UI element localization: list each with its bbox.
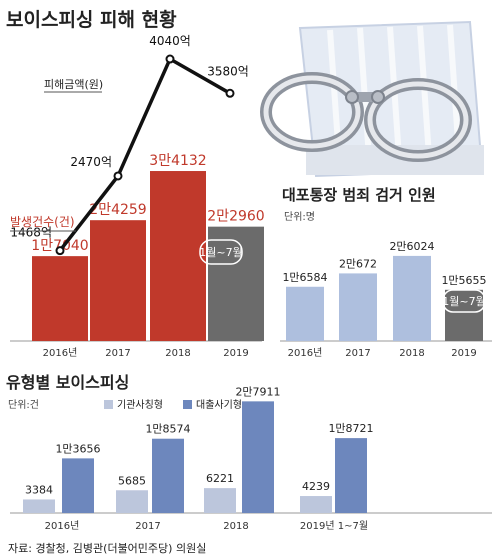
- chart2-note-text: 1월~7월: [442, 295, 485, 308]
- chart1-line-label: 2470억: [70, 155, 112, 169]
- chart2-bar: [339, 273, 377, 341]
- chart2-x-tick: 2016년: [288, 347, 323, 359]
- chart1-line-series: [58, 57, 231, 252]
- chart3-bar: [116, 490, 148, 513]
- chart3-x-tick: 2019년 1~7월: [300, 520, 368, 532]
- chart1-x-tick: 2016년: [43, 347, 78, 359]
- chart3-bar-value: 6221: [206, 472, 234, 485]
- chart2-x-tick: 2017: [345, 348, 370, 359]
- chart1-bar: [32, 256, 88, 341]
- chart3-bar: [242, 401, 274, 513]
- chart2-bar-value: 2만6024: [389, 240, 434, 253]
- chart2-bar: [286, 286, 324, 341]
- chart1-bar: [208, 226, 264, 341]
- legend-swatch-loan: [183, 400, 192, 409]
- chart1-bar-value: 3만4132: [149, 153, 206, 169]
- chart1-x-tick: 2019: [223, 348, 248, 359]
- chart1-note-text: 1월~7월: [199, 246, 242, 259]
- chart3-x-tick: 2017: [135, 521, 160, 532]
- chart3-x-tick: 2018: [223, 521, 248, 532]
- chart1-note-badge: 1월~7월: [199, 239, 243, 265]
- chart3-bar-value: 3384: [25, 483, 53, 496]
- chart3-bar-value: 1만8721: [328, 422, 373, 435]
- chart1-bar: [150, 171, 206, 341]
- chart1-line-point: [113, 171, 123, 181]
- chart2-x-tick: 2019: [451, 348, 476, 359]
- chart2-x-tick: 2018: [399, 348, 424, 359]
- chart1-bar-value: 2만2960: [207, 209, 264, 225]
- chart1-line-point: [55, 246, 65, 256]
- chart1-line-legend: 피해금액(원): [44, 77, 103, 91]
- chart1-line-point: [225, 88, 235, 98]
- legend-label-loan: 대출사기형: [196, 399, 242, 411]
- chart1-x-tick: 2018: [165, 348, 190, 359]
- chart1-title: 보이스피싱 피해 현황: [6, 8, 177, 31]
- chart3-bar: [204, 488, 236, 513]
- chart3-x-tick: 2016년: [45, 520, 80, 532]
- chart3-bar: [300, 496, 332, 513]
- chart2-note-badge: 1월~7월: [442, 289, 486, 313]
- handcuffs-icon: [260, 20, 484, 178]
- chart3-bar-value: 2만7911: [235, 385, 280, 398]
- chart3-bar-value: 1만8574: [145, 423, 190, 436]
- chart2-unit: 단위:명: [284, 210, 315, 223]
- chart2-title: 대포통장 범죄 검거 인원: [282, 186, 436, 204]
- chart3-title: 유형별 보이스피싱: [6, 373, 129, 392]
- chart1-bar-value: 2만4259: [89, 202, 146, 218]
- chart3-bar-value: 1만3656: [55, 442, 100, 455]
- chart1-line-label: 1468억: [10, 226, 52, 240]
- chart2-bar: [393, 255, 431, 341]
- chart2-bar: [445, 289, 483, 341]
- legend-swatch-agency: [104, 400, 113, 409]
- chart1-x-tick: 2017: [105, 348, 130, 359]
- chart1-bar-legend: 발생건수(건): [10, 215, 75, 229]
- source-text: 자료: 경찰청, 김병관(더불어민주당) 의원실: [8, 542, 206, 555]
- chart2-bar-value: 1만5655: [441, 274, 486, 287]
- chart3-unit: 단위:건: [8, 398, 39, 411]
- chart1-line-point: [165, 54, 175, 64]
- chart3-legend: 기관사칭형 대출사기형: [104, 399, 242, 411]
- chart3-bar: [335, 438, 367, 513]
- chart3-bar-value: 5685: [118, 474, 146, 487]
- chart1-bar: [90, 220, 146, 341]
- chart3-bar: [23, 499, 55, 513]
- chart1-line-label: 3580억: [207, 64, 249, 78]
- chart1-line-label: 4040억: [149, 34, 191, 48]
- legend-label-agency: 기관사칭형: [117, 399, 163, 411]
- chart3-bar-value: 4239: [302, 480, 330, 493]
- chart2-bar-value: 2만672: [339, 257, 377, 270]
- chart3-bar: [152, 438, 184, 513]
- chart2-bar-value: 1만6584: [282, 271, 327, 284]
- chart3-bar: [62, 458, 94, 513]
